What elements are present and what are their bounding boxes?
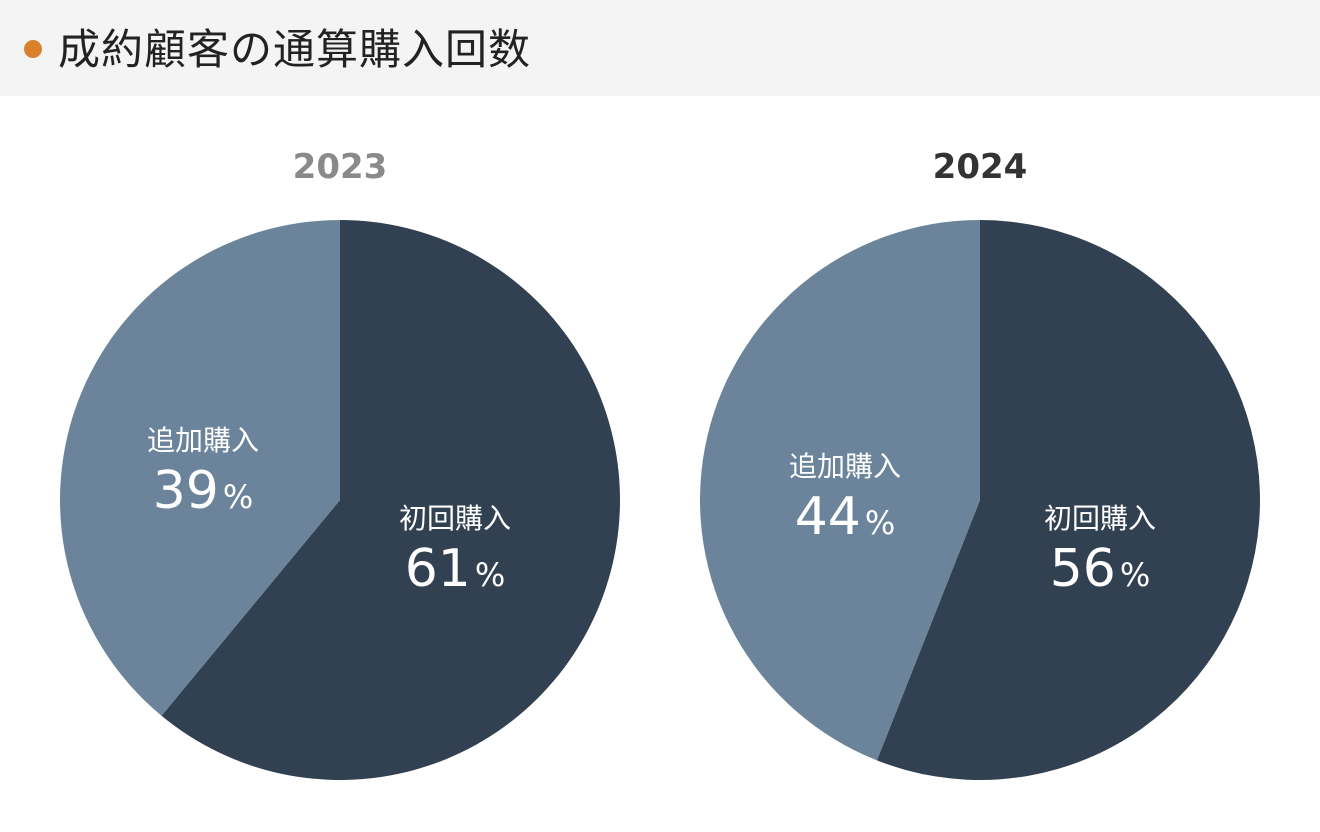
bullet-dot-icon	[24, 40, 42, 58]
slice-value-label: 61%	[405, 539, 506, 599]
pie-title: 2024	[933, 147, 1028, 187]
pie-title: 2023	[293, 147, 388, 187]
slice-label: 追加購入	[147, 424, 259, 457]
pie-chart-2023: 2023 初回購入 61 % 追加購入 39%	[60, 147, 621, 780]
page-header: 成約顧客の通算購入回数	[0, 0, 1320, 96]
slice-label: 初回購入	[1044, 502, 1156, 535]
pie-slice-repeat-purchase	[60, 220, 340, 716]
slice-label: 初回購入	[399, 502, 511, 535]
pie-charts-svg: 2023 初回購入 61 % 追加購入 39 % 2024 初回購入 56 % 追加購入 44%	[60, 147, 1260, 780]
pie-slice-repeat-purchase	[700, 219, 980, 761]
slice-value-label: 56%	[1050, 539, 1151, 599]
pie-slice-first-purchase	[161, 220, 621, 780]
page-title: 成約顧客の通算購入回数	[58, 25, 532, 74]
charts-area: 2023 初回購入 61% 追加購入 39% 2024 初回購入 56% 追加購入 44%	[0, 96, 1320, 828]
slice-label: 追加購入	[789, 450, 901, 483]
slice-value-label: 39%	[153, 461, 254, 521]
pie-slice-first-purchase	[876, 220, 1260, 780]
pie-chart-2024: 2024 初回購入 56 % 追加購入 44%	[700, 147, 1260, 780]
slice-value-label: 44%	[795, 487, 896, 547]
